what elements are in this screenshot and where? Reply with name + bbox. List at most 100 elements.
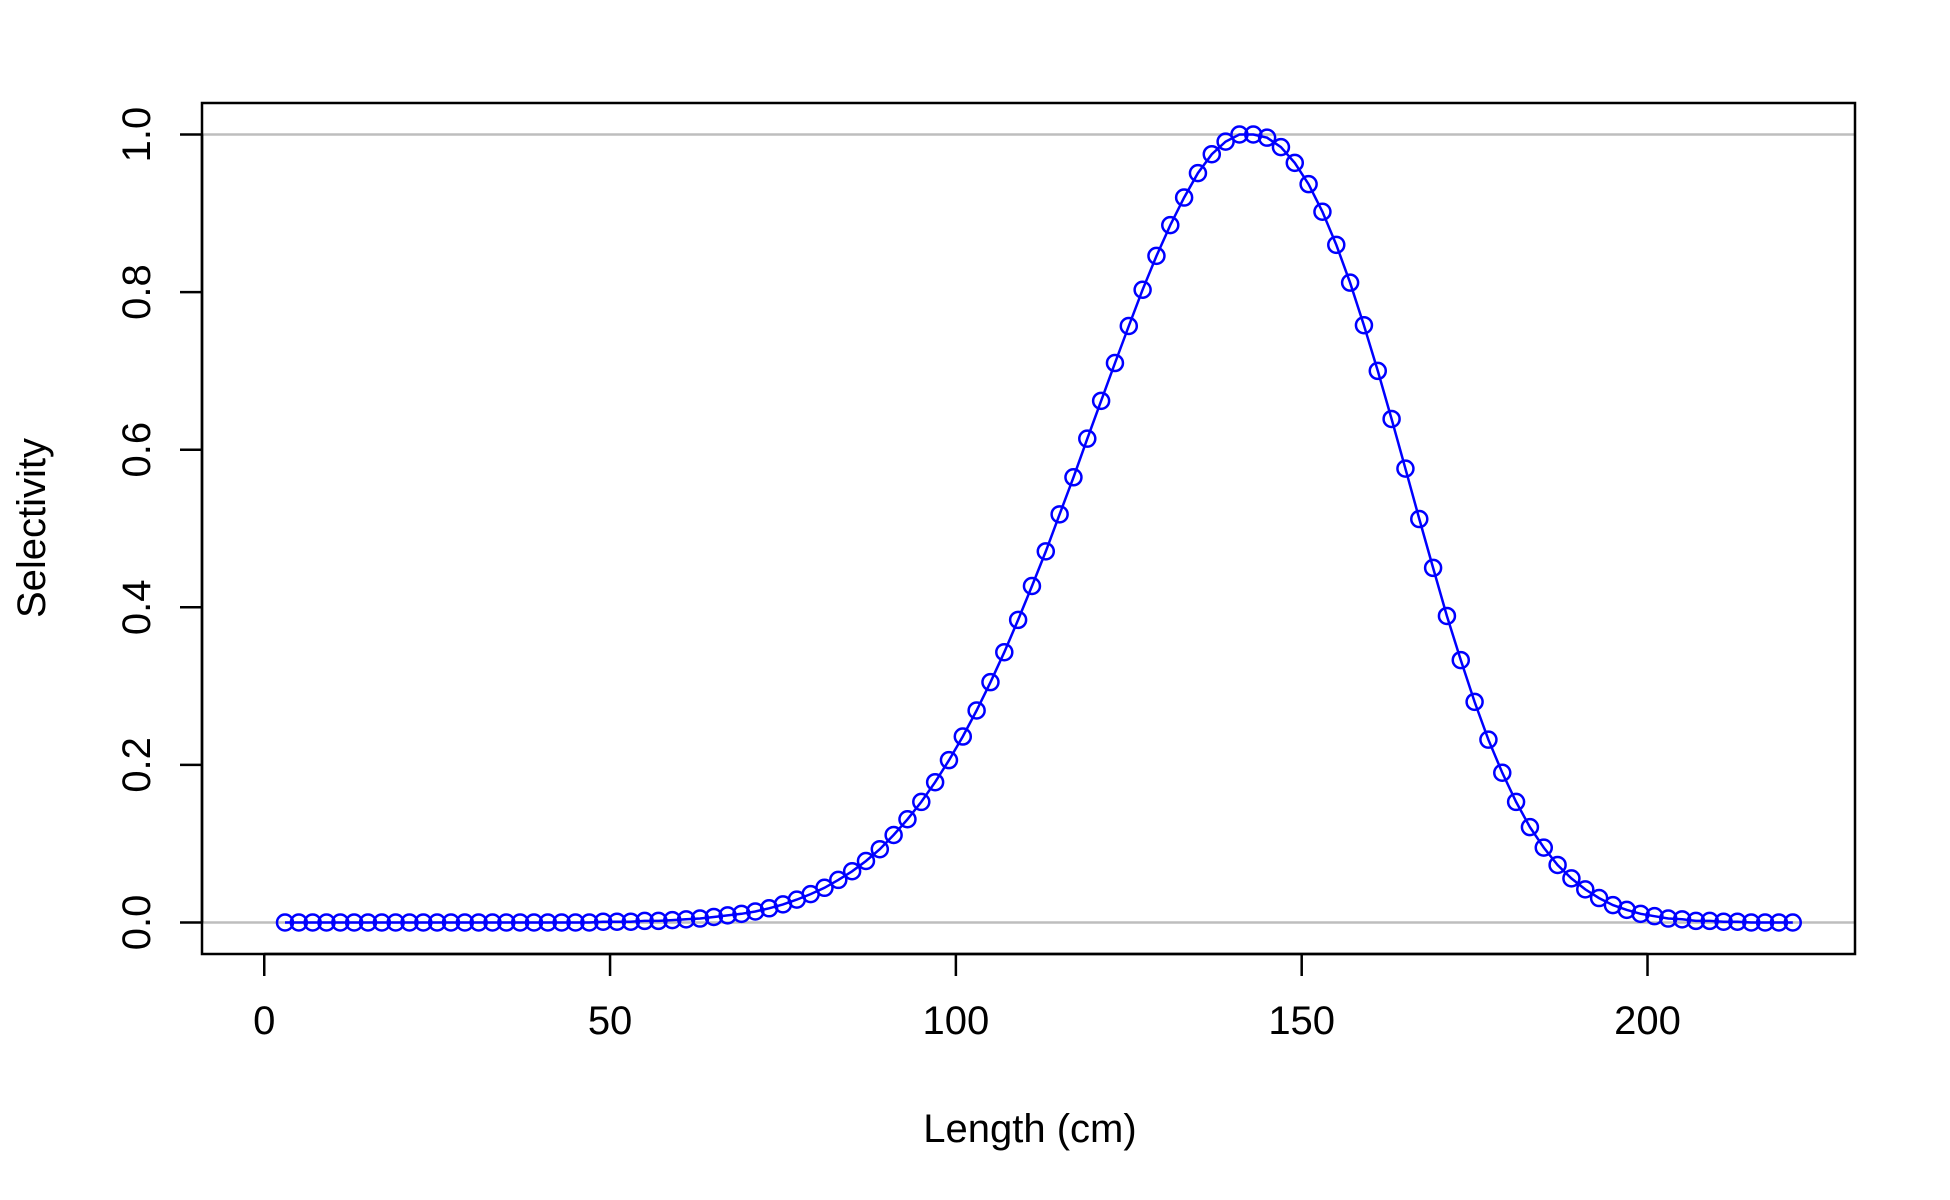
series-layer — [275, 125, 1803, 932]
data-point — [1105, 353, 1125, 373]
data-point — [1368, 361, 1388, 381]
data-point — [1354, 315, 1374, 335]
data-point — [829, 870, 848, 890]
data-point — [690, 909, 710, 928]
data-point — [1672, 910, 1692, 929]
plot-frame — [200, 101, 1857, 956]
data-point — [663, 910, 682, 930]
data-point — [732, 904, 751, 924]
data-point — [1783, 913, 1803, 932]
data-point — [981, 672, 1000, 692]
data-point — [414, 913, 433, 932]
y-tick-label-0: 0.0 — [115, 895, 159, 951]
y-tick-label-2: 0.4 — [115, 579, 159, 635]
data-point — [925, 772, 945, 792]
data-point — [593, 912, 613, 931]
data-point — [884, 825, 903, 845]
x-axis-title: Length (cm) — [923, 1107, 1136, 1151]
data-point — [1188, 163, 1208, 183]
reference-lines — [202, 133, 1855, 924]
data-point — [1479, 730, 1498, 749]
data-point — [358, 913, 378, 932]
data-point — [1451, 650, 1471, 670]
data-point — [372, 913, 392, 932]
data-point — [842, 862, 862, 881]
data-point — [1423, 558, 1443, 578]
data-point — [621, 912, 641, 931]
data-point — [995, 642, 1014, 662]
data-point — [427, 913, 447, 932]
data-point — [1548, 855, 1567, 875]
data-point — [1437, 606, 1457, 626]
x-tick-label-1: 50 — [588, 999, 633, 1043]
y-tick-label-1: 0.2 — [115, 737, 159, 793]
data-point — [704, 907, 724, 927]
data-point — [1022, 576, 1042, 596]
data-point — [1174, 188, 1194, 207]
data-point — [1755, 913, 1775, 932]
data-point — [676, 910, 696, 929]
data-point — [649, 911, 668, 931]
data-point — [607, 912, 627, 931]
y-axis-title: Selectivity — [10, 438, 54, 618]
x-tick-label-4: 200 — [1614, 999, 1681, 1043]
data-point — [1520, 817, 1540, 837]
data-point — [580, 913, 599, 932]
data-point — [1064, 468, 1083, 487]
data-point — [400, 913, 419, 932]
y-tick-label-4: 0.8 — [115, 264, 159, 320]
data-point — [1396, 459, 1415, 478]
data-point — [1119, 316, 1139, 336]
data-point — [1576, 880, 1595, 899]
data-point — [441, 913, 461, 932]
data-point — [1244, 125, 1263, 144]
data-point — [1271, 137, 1291, 157]
data-point — [386, 913, 405, 932]
x-tick-label-2: 100 — [923, 999, 990, 1043]
data-point — [1506, 792, 1526, 812]
data-point — [912, 792, 931, 812]
data-point — [1050, 505, 1069, 524]
data-point — [635, 911, 654, 931]
data-point — [1008, 610, 1028, 630]
data-point — [1631, 904, 1650, 924]
data-point — [566, 913, 585, 932]
data-point — [510, 913, 530, 932]
data-point — [1534, 838, 1554, 857]
x-tick-label-3: 150 — [1268, 999, 1335, 1043]
data-point — [1230, 125, 1249, 144]
data-point — [967, 701, 986, 720]
data-point — [344, 913, 364, 932]
data-point — [718, 906, 737, 925]
data-point — [898, 810, 917, 829]
data-point — [1382, 409, 1401, 429]
data-point — [1769, 913, 1789, 932]
data-point — [317, 913, 336, 932]
data-point — [483, 913, 502, 932]
data-point — [1091, 391, 1111, 411]
data-point — [275, 913, 295, 932]
data-point — [1410, 509, 1429, 529]
y-tick-label-3: 0.6 — [115, 422, 159, 478]
data-point — [1161, 215, 1180, 235]
data-point — [1202, 144, 1222, 164]
data-point — [289, 913, 309, 932]
axes-layer: 0 50 100 150 200 0.0 0.2 0.4 0.6 0.8 1.0 — [115, 101, 1857, 1043]
data-point — [1285, 153, 1305, 173]
data-point — [331, 913, 350, 932]
data-point — [1700, 911, 1720, 931]
data-point — [1728, 912, 1747, 931]
data-point — [1327, 235, 1346, 255]
data-point — [953, 727, 973, 746]
series-line-0 — [285, 133, 1793, 924]
data-point — [469, 913, 488, 932]
data-point — [455, 913, 475, 932]
data-point — [1493, 763, 1512, 783]
data-point — [1147, 246, 1166, 266]
data-point — [746, 902, 765, 921]
data-point — [1742, 913, 1761, 932]
data-point — [1465, 692, 1484, 712]
data-point — [552, 913, 571, 932]
data-point — [538, 913, 558, 932]
